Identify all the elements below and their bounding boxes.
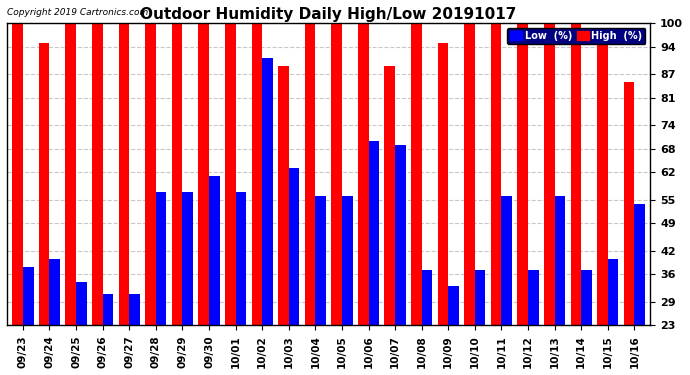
- Bar: [129, 294, 140, 375]
- Bar: [198, 23, 209, 375]
- Bar: [252, 23, 262, 375]
- Bar: [39, 43, 50, 375]
- Text: Copyright 2019 Cartronics.com: Copyright 2019 Cartronics.com: [7, 8, 148, 17]
- Bar: [209, 176, 219, 375]
- Bar: [305, 23, 315, 375]
- Bar: [66, 23, 76, 375]
- Bar: [422, 270, 433, 375]
- Bar: [597, 39, 608, 375]
- Bar: [528, 270, 539, 375]
- Bar: [103, 294, 113, 375]
- Bar: [571, 23, 581, 375]
- Bar: [368, 141, 379, 375]
- Bar: [358, 23, 368, 375]
- Bar: [225, 23, 235, 375]
- Bar: [278, 66, 288, 375]
- Bar: [624, 82, 634, 375]
- Bar: [581, 270, 592, 375]
- Legend: Low  (%), High  (%): Low (%), High (%): [507, 28, 645, 44]
- Bar: [92, 23, 103, 375]
- Bar: [12, 23, 23, 375]
- Bar: [555, 196, 565, 375]
- Bar: [182, 192, 193, 375]
- Bar: [395, 145, 406, 375]
- Bar: [502, 196, 512, 375]
- Bar: [608, 259, 618, 375]
- Bar: [156, 192, 166, 375]
- Bar: [23, 267, 34, 375]
- Bar: [437, 43, 448, 375]
- Bar: [384, 66, 395, 375]
- Bar: [475, 270, 486, 375]
- Bar: [342, 196, 353, 375]
- Bar: [235, 192, 246, 375]
- Bar: [172, 23, 182, 375]
- Bar: [544, 23, 555, 375]
- Bar: [464, 23, 475, 375]
- Bar: [518, 23, 528, 375]
- Bar: [411, 23, 422, 375]
- Bar: [76, 282, 87, 375]
- Title: Outdoor Humidity Daily High/Low 20191017: Outdoor Humidity Daily High/Low 20191017: [141, 7, 517, 22]
- Bar: [145, 23, 156, 375]
- Bar: [288, 168, 299, 375]
- Bar: [119, 23, 129, 375]
- Bar: [50, 259, 60, 375]
- Bar: [262, 58, 273, 375]
- Bar: [315, 196, 326, 375]
- Bar: [491, 23, 502, 375]
- Bar: [634, 204, 645, 375]
- Bar: [448, 286, 459, 375]
- Bar: [331, 23, 342, 375]
